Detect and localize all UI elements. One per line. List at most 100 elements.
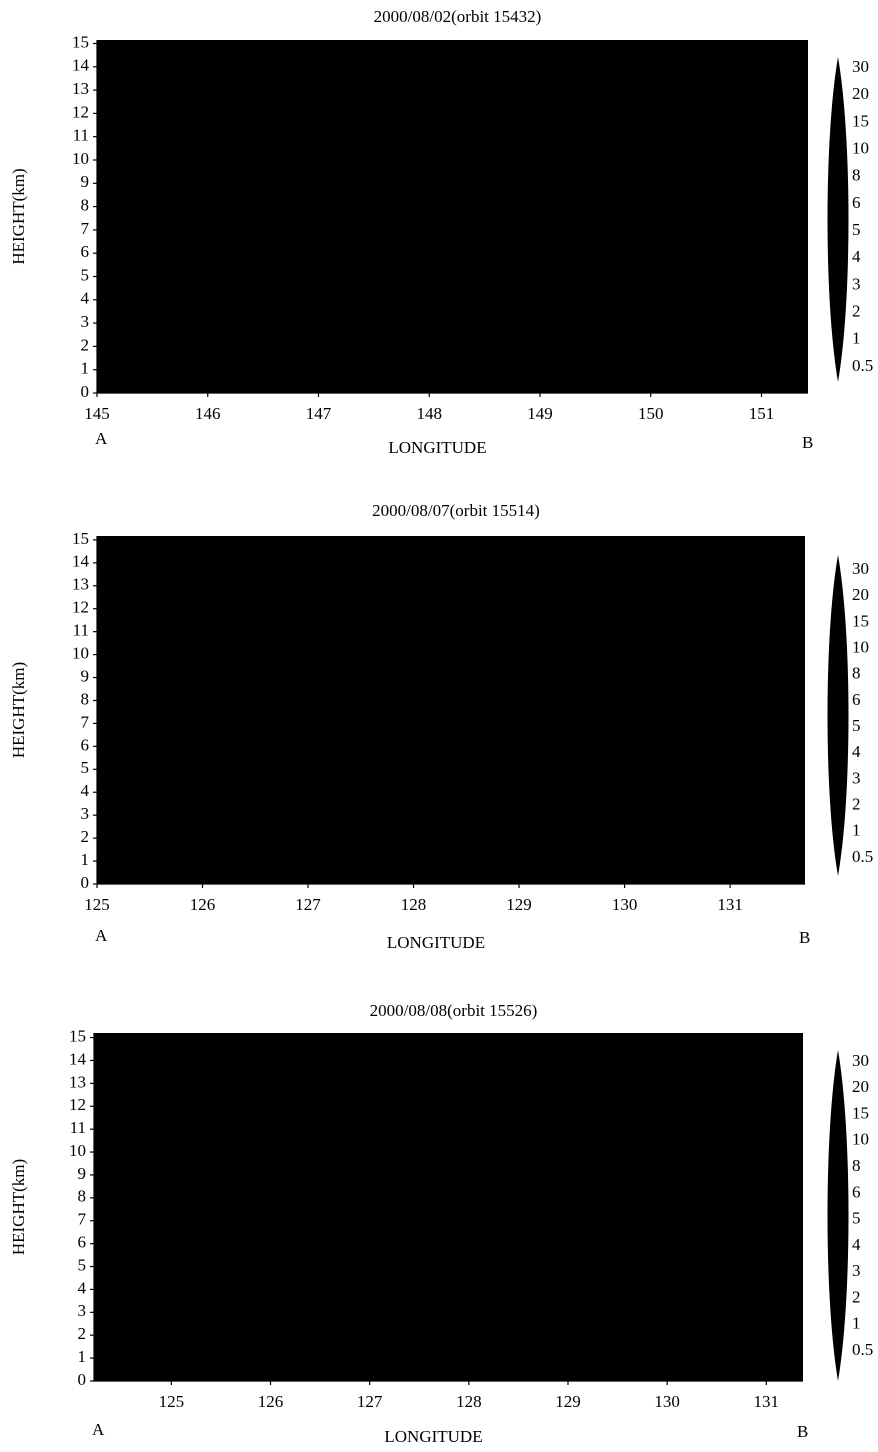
y-tick-label: 1 [81,850,90,869]
y-axis-label: HEIGHT(km) [9,1159,28,1255]
x-tick-label: 128 [401,895,427,914]
x-tick-label: 145 [84,404,110,423]
colorbar-tick-label: 30 [852,559,869,578]
y-tick-label: 11 [70,1118,86,1137]
y-tick-label: 3 [81,312,90,331]
colorbar-tick-label: 10 [852,138,869,157]
end-label: B [797,1422,808,1441]
x-tick-label: 131 [717,895,743,914]
y-axis-label: HEIGHT(km) [9,168,28,264]
y-tick-label: 10 [69,1141,86,1160]
colorbar-tick-label: 6 [852,1182,861,1201]
y-tick-label: 8 [78,1187,87,1206]
colorbar-tick-label: 10 [852,1130,869,1149]
y-tick-label: 1 [81,359,90,378]
chart-title: 2000/08/07(orbit 15514) [372,501,540,520]
y-tick-label: 13 [69,1072,86,1091]
y-tick-label: 10 [72,149,89,168]
y-tick-label: 0 [81,382,90,401]
x-tick-label: 147 [306,404,332,423]
start-label: A [95,429,108,448]
y-tick-label: 13 [72,79,89,98]
y-tick-label: 6 [81,242,90,261]
y-tick-label: 12 [72,598,89,617]
y-tick-label: 2 [78,1324,87,1343]
y-tick-label: 9 [81,666,90,685]
y-tick-label: 11 [73,126,89,145]
colorbar-tick-label: 1 [852,1314,861,1333]
colorbar-tick-label: 20 [852,84,869,103]
colorbar-tick-label: 4 [852,742,861,761]
y-tick-label: 7 [81,219,90,238]
y-tick-label: 8 [81,689,90,708]
x-axis-label: LONGITUDE [384,1427,482,1446]
colorbar-tick-label: 2 [852,1287,861,1306]
colorbar-tick-label: 3 [852,274,861,293]
colorbar-tick-label: 5 [852,1209,861,1228]
y-tick-label: 4 [78,1278,87,1297]
colorbar [827,1050,849,1381]
colorbar-tick-label: 30 [852,1051,869,1070]
colorbar-tick-label: 3 [852,768,861,787]
x-axis-label: LONGITUDE [387,933,485,952]
colorbar-tick-label: 20 [852,1077,869,1096]
colorbar-tick-label: 15 [852,111,869,130]
y-tick-label: 3 [78,1301,87,1320]
y-tick-label: 2 [81,827,90,846]
x-tick-label: 130 [612,895,638,914]
colorbar-tick-label: 8 [852,664,861,683]
x-tick-label: 129 [555,1392,581,1411]
colorbar-tick-label: 8 [852,166,861,185]
colorbar-tick-label: 0.5 [852,1340,873,1359]
colorbar-tick-label: 10 [852,637,869,656]
y-tick-label: 3 [81,804,90,823]
colorbar-tick-label: 0.5 [852,847,873,866]
y-tick-label: 5 [78,1255,87,1274]
colorbar-tick-label: 4 [852,247,861,266]
colorbar-tick-label: 6 [852,193,861,212]
x-tick-label: 127 [295,895,321,914]
y-tick-label: 5 [81,758,90,777]
y-tick-label: 4 [81,781,90,800]
colorbar-tick-label: 5 [852,716,861,735]
y-tick-label: 0 [81,873,90,892]
x-tick-label: 125 [159,1392,185,1411]
y-tick-label: 6 [81,735,90,754]
y-axis-label: HEIGHT(km) [9,662,28,758]
y-tick-label: 2 [81,335,90,354]
colorbar-tick-label: 2 [852,795,861,814]
colorbar-tick-label: 30 [852,57,869,76]
x-tick-label: 125 [84,895,110,914]
y-tick-label: 7 [78,1210,87,1229]
colorbar-tick-label: 3 [852,1261,861,1280]
y-tick-label: 12 [69,1095,86,1114]
x-tick-label: 130 [654,1392,680,1411]
y-tick-label: 13 [72,575,89,594]
y-tick-label: 9 [81,172,90,191]
x-tick-label: 150 [638,404,664,423]
x-tick-label: 129 [506,895,532,914]
y-tick-label: 1 [78,1347,87,1366]
x-tick-label: 151 [749,404,775,423]
colorbar-tick-label: 2 [852,302,861,321]
y-tick-label: 8 [81,196,90,215]
x-axis-label: LONGITUDE [388,438,486,457]
colorbar-tick-label: 1 [852,821,861,840]
y-tick-label: 10 [72,644,89,663]
colorbar-tick-label: 8 [852,1156,861,1175]
y-tick-label: 14 [72,552,90,571]
colorbar-tick-label: 20 [852,585,869,604]
y-tick-label: 5 [81,265,90,284]
chart-title: 2000/08/08(orbit 15526) [370,1001,538,1020]
y-tick-label: 15 [72,32,89,51]
y-tick-label: 6 [78,1233,87,1252]
colorbar-tick-label: 15 [852,1103,869,1122]
y-tick-label: 0 [78,1370,87,1389]
plot-area [97,40,808,393]
colorbar [827,555,849,876]
plot-area [94,1033,803,1381]
colorbar-tick-label: 15 [852,611,869,630]
colorbar-tick-label: 5 [852,220,861,239]
y-tick-label: 9 [78,1164,87,1183]
